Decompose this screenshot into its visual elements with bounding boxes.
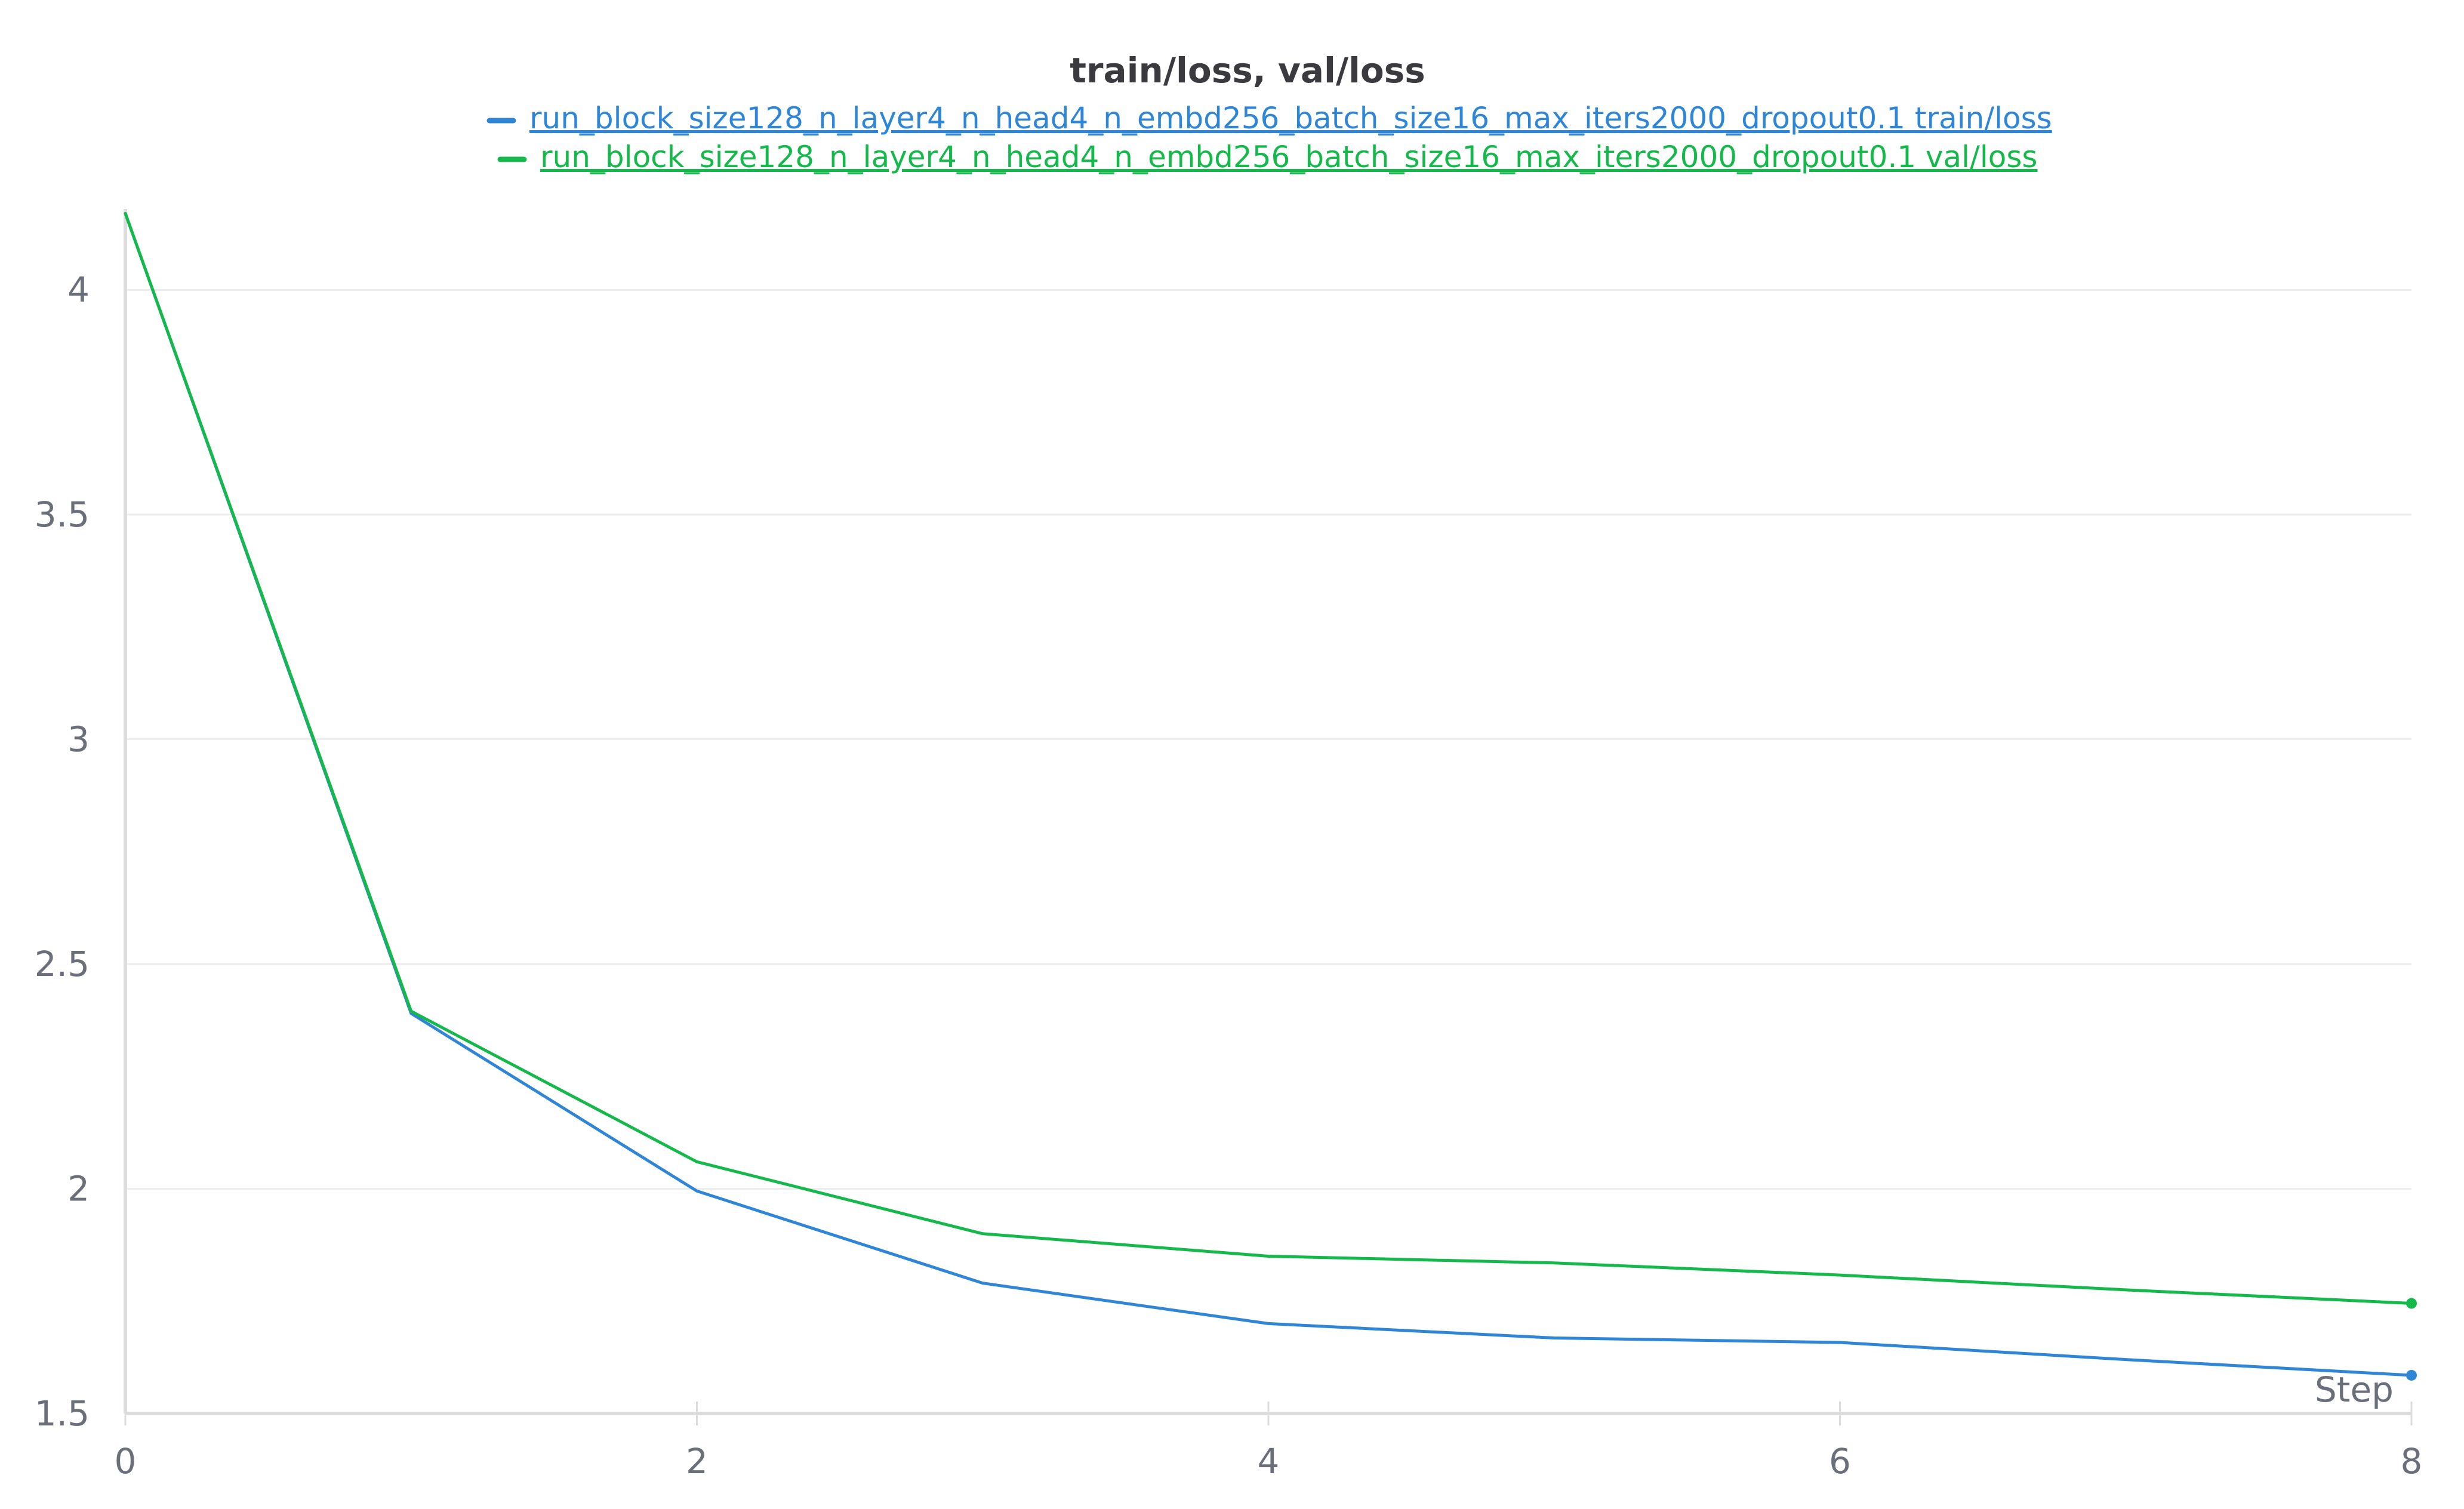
series-line-val-loss bbox=[124, 212, 2413, 1305]
x-tick-label: 2 bbox=[686, 1441, 708, 1482]
x-axis-title: Step bbox=[2315, 1369, 2394, 1410]
axes bbox=[124, 209, 2411, 1415]
x-axis-ticks: 0 2 4 6 8 bbox=[115, 1402, 2423, 1482]
y-tick-label: 2.5 bbox=[35, 944, 90, 984]
y-tick-label: 3 bbox=[67, 719, 90, 760]
x-tick-label: 4 bbox=[1258, 1441, 1280, 1482]
y-axis-ticks: 1.5 2 2.5 3 3.5 4 bbox=[35, 270, 90, 1434]
grid-lines bbox=[125, 289, 2411, 1190]
legend: run_block_size128_n_layer4_n_head4_n_emb… bbox=[486, 101, 2052, 174]
y-tick-label: 2 bbox=[67, 1169, 90, 1209]
data-point bbox=[2406, 1298, 2417, 1309]
series-line-train-loss bbox=[124, 212, 2413, 1377]
chart-title: train/loss, val/loss bbox=[1070, 50, 1425, 91]
x-tick-label: 0 bbox=[115, 1441, 137, 1482]
y-tick-label: 4 bbox=[67, 270, 90, 310]
y-tick-label: 1.5 bbox=[35, 1393, 90, 1434]
legend-item-label[interactable]: run_block_size128_n_layer4_n_head4_n_emb… bbox=[529, 101, 2052, 135]
x-tick-label: 6 bbox=[1829, 1441, 1851, 1482]
x-tick-label: 8 bbox=[2401, 1441, 2423, 1482]
data-point bbox=[2406, 1369, 2417, 1381]
legend-item-label[interactable]: run_block_size128_n_layer4_n_head4_n_emb… bbox=[540, 140, 2037, 174]
series-lines bbox=[124, 212, 2417, 1381]
y-tick-label: 3.5 bbox=[35, 494, 90, 535]
